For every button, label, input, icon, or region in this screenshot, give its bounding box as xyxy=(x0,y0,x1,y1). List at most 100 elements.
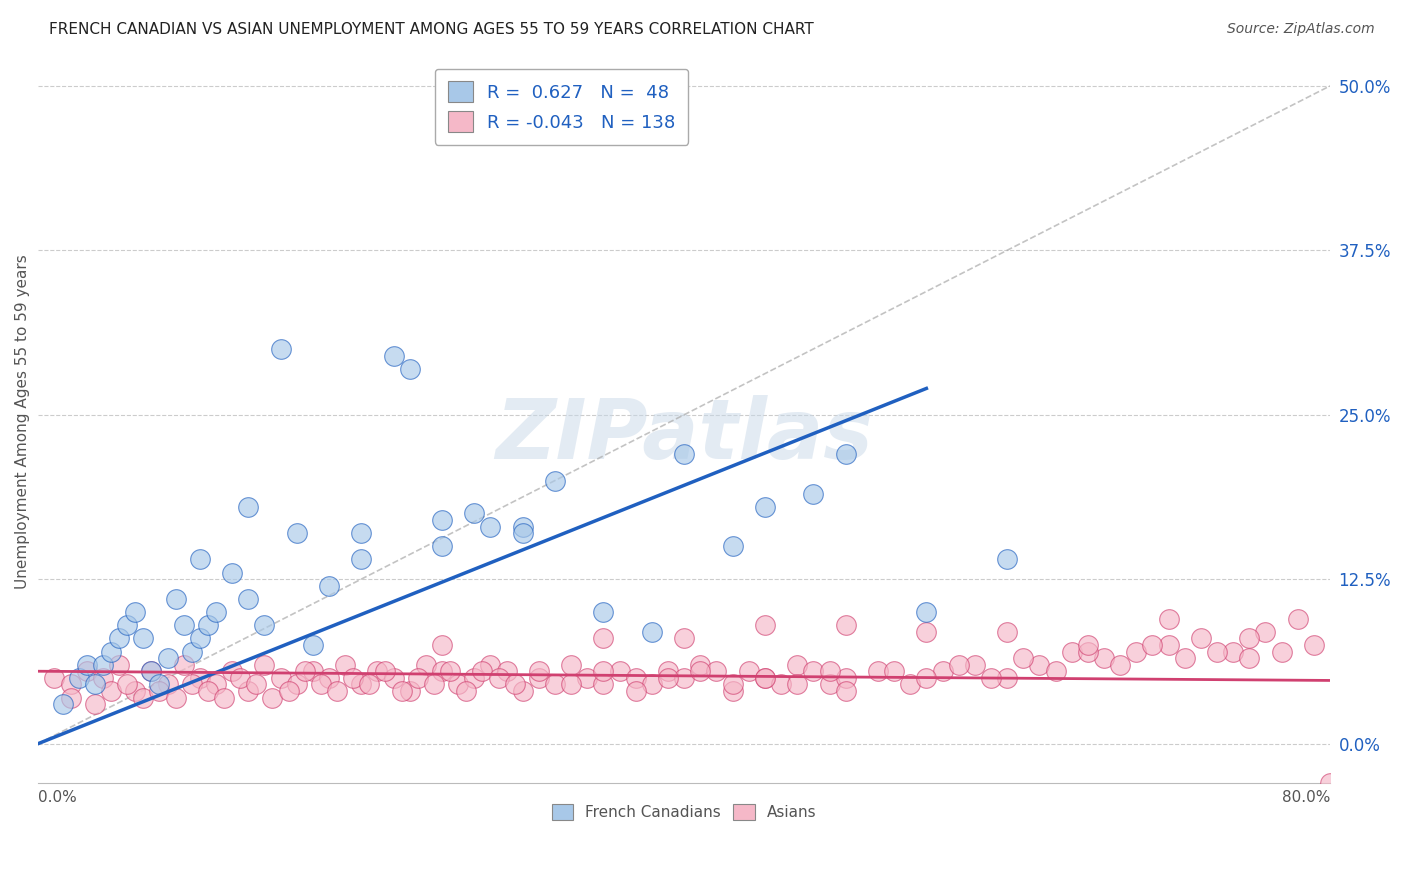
Point xyxy=(165,591,187,606)
Point xyxy=(262,690,284,705)
Point xyxy=(963,657,986,672)
Point xyxy=(898,677,921,691)
Point xyxy=(818,665,841,679)
Point xyxy=(503,677,526,691)
Point xyxy=(91,657,114,672)
Point xyxy=(456,684,478,698)
Point xyxy=(1028,657,1050,672)
Point xyxy=(301,665,323,679)
Point xyxy=(180,677,202,691)
Point xyxy=(721,677,744,691)
Point xyxy=(430,513,453,527)
Point xyxy=(350,677,373,691)
Point xyxy=(657,665,679,679)
Point xyxy=(1092,651,1115,665)
Point xyxy=(624,671,647,685)
Point xyxy=(382,671,405,685)
Point xyxy=(834,684,856,698)
Point xyxy=(1174,651,1197,665)
Point xyxy=(83,697,105,711)
Point xyxy=(108,657,131,672)
Text: 0.0%: 0.0% xyxy=(38,789,77,805)
Point xyxy=(253,618,276,632)
Point xyxy=(439,665,461,679)
Point xyxy=(657,671,679,685)
Point xyxy=(423,677,446,691)
Point xyxy=(165,690,187,705)
Point xyxy=(270,671,292,685)
Point xyxy=(866,665,889,679)
Point xyxy=(188,671,211,685)
Point xyxy=(1012,651,1035,665)
Point xyxy=(786,657,808,672)
Point xyxy=(124,605,146,619)
Point xyxy=(115,677,138,691)
Point xyxy=(285,526,308,541)
Point xyxy=(59,690,82,705)
Point xyxy=(59,677,82,691)
Point xyxy=(560,677,582,691)
Point xyxy=(1077,638,1099,652)
Point xyxy=(576,671,599,685)
Point xyxy=(156,677,179,691)
Point xyxy=(229,671,252,685)
Point xyxy=(398,361,420,376)
Point xyxy=(673,671,696,685)
Point xyxy=(818,677,841,691)
Point xyxy=(706,665,728,679)
Point xyxy=(948,657,970,672)
Point xyxy=(1060,644,1083,658)
Point xyxy=(479,657,502,672)
Point xyxy=(673,447,696,461)
Point xyxy=(592,632,614,646)
Point xyxy=(1239,651,1261,665)
Text: FRENCH CANADIAN VS ASIAN UNEMPLOYMENT AMONG AGES 55 TO 59 YEARS CORRELATION CHAR: FRENCH CANADIAN VS ASIAN UNEMPLOYMENT AM… xyxy=(49,22,814,37)
Point xyxy=(132,632,155,646)
Point xyxy=(205,677,228,691)
Point xyxy=(1271,644,1294,658)
Point xyxy=(527,671,550,685)
Point xyxy=(197,618,219,632)
Point xyxy=(245,677,267,691)
Point xyxy=(447,677,470,691)
Point xyxy=(995,552,1018,566)
Point xyxy=(91,671,114,685)
Point xyxy=(471,665,494,679)
Point xyxy=(285,677,308,691)
Point xyxy=(834,671,856,685)
Point xyxy=(1222,644,1244,658)
Point xyxy=(1206,644,1229,658)
Point xyxy=(488,671,510,685)
Point xyxy=(44,671,66,685)
Point xyxy=(1254,624,1277,639)
Point xyxy=(883,665,905,679)
Point xyxy=(624,684,647,698)
Point xyxy=(270,342,292,356)
Point xyxy=(512,519,534,533)
Point xyxy=(108,632,131,646)
Point xyxy=(318,671,340,685)
Point xyxy=(406,671,429,685)
Point xyxy=(342,671,364,685)
Point xyxy=(1109,657,1132,672)
Point xyxy=(1286,612,1309,626)
Point xyxy=(463,671,485,685)
Point xyxy=(479,519,502,533)
Point xyxy=(641,677,664,691)
Point xyxy=(1125,644,1147,658)
Point xyxy=(931,665,953,679)
Point xyxy=(212,690,235,705)
Point xyxy=(915,671,938,685)
Point xyxy=(301,638,323,652)
Point xyxy=(197,684,219,698)
Point xyxy=(238,684,260,698)
Point xyxy=(786,677,808,691)
Point xyxy=(141,665,163,679)
Point xyxy=(641,624,664,639)
Point xyxy=(309,677,332,691)
Legend: French Canadians, Asians: French Canadians, Asians xyxy=(546,797,823,826)
Point xyxy=(294,665,316,679)
Point xyxy=(512,526,534,541)
Point xyxy=(180,644,202,658)
Point xyxy=(173,618,195,632)
